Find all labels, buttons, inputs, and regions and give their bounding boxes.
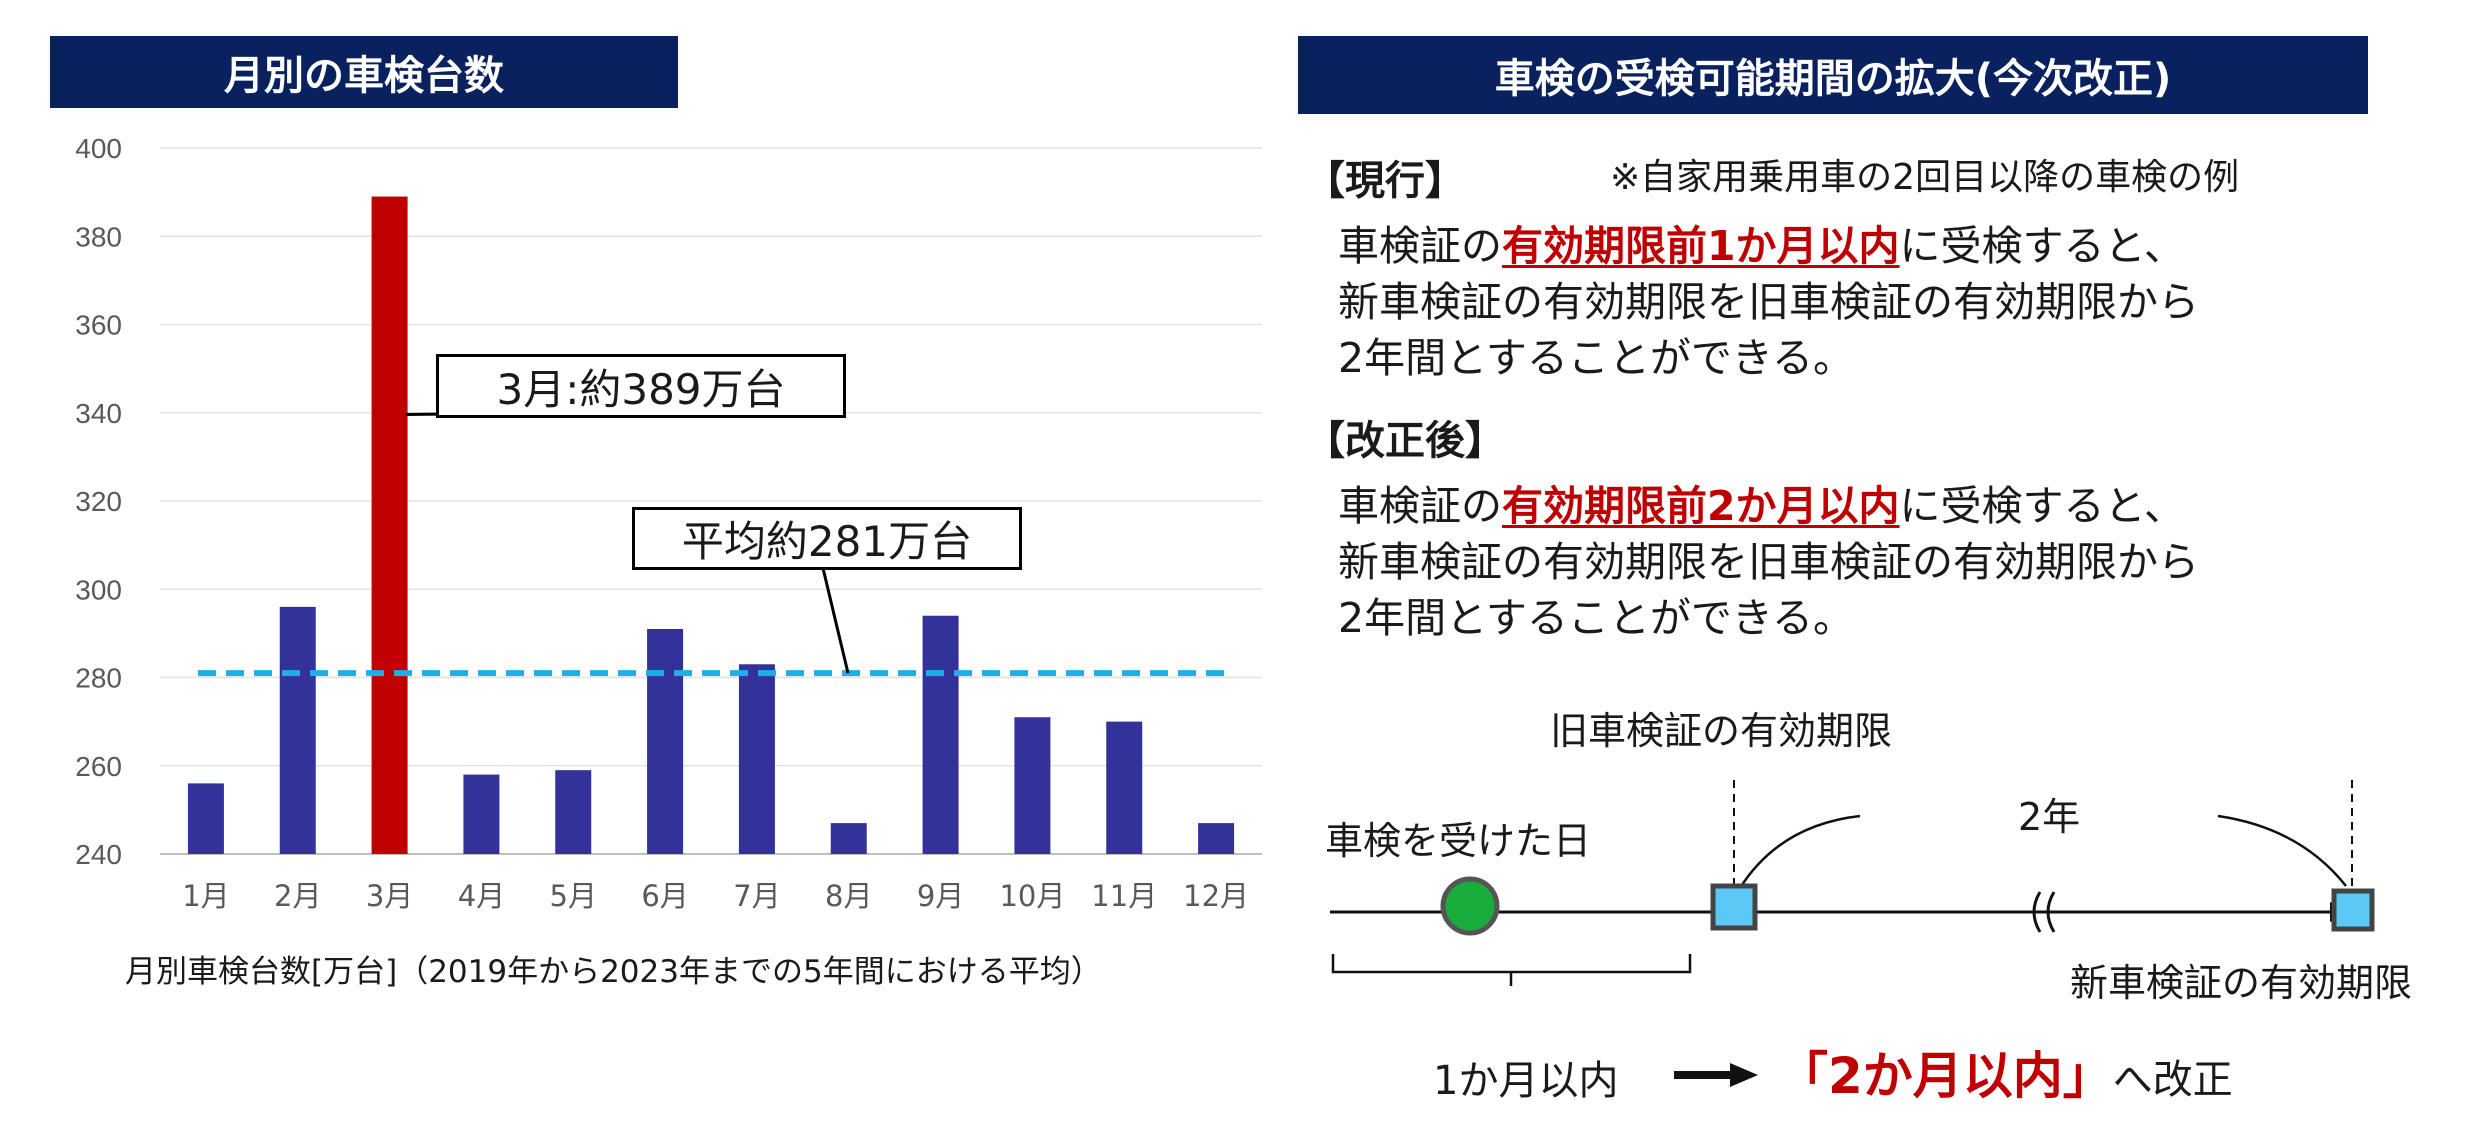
bar-2	[279, 606, 316, 854]
right-arrow-icon	[1674, 1063, 1758, 1087]
x-tick-label: 7月	[733, 879, 780, 913]
average-callout-leader	[820, 563, 850, 674]
chart-title: 月別の車検台数	[224, 53, 504, 99]
y-tick-label: 240	[75, 839, 122, 870]
revised-line-1: 車検証の有効期限前2か月以内に受検すると、	[1338, 472, 2185, 532]
two-year-arc-right	[2217, 814, 2347, 887]
revised-line-1-pre: 車検証の	[1338, 482, 1502, 530]
x-tick-label: 10月	[999, 879, 1065, 913]
current-line-1-post: に受検すると、	[1899, 222, 2185, 270]
two-year-arc-left	[1738, 814, 1861, 889]
x-tick-label: 8月	[825, 879, 872, 913]
x-tick-label: 3月	[366, 879, 413, 913]
bar-1	[187, 783, 224, 854]
y-tick-label: 260	[75, 751, 122, 782]
current-line-1-highlight: 有効期限前1か月以内	[1502, 222, 1900, 270]
x-tick-label: 9月	[917, 879, 964, 913]
x-tick-label: 4月	[458, 879, 505, 913]
bar-chart: 1月 2月 3月 4月 5月 6月 7月 8月 9月 10月 11月 12月 240 260 280 300…	[75, 133, 1262, 913]
example-note: ※自家用乗用車の2回目以降の車検の例	[1610, 157, 2240, 198]
bottom-suffix: へ改正	[2112, 1057, 2233, 1103]
revised-line-3: 2年間とすることができる。	[1338, 594, 1855, 642]
current-label: 【現行】	[1305, 158, 1465, 204]
current-line-1: 車検証の有効期限前1か月以内に受検すると、	[1338, 212, 2185, 272]
y-tick-label: 300	[75, 574, 122, 605]
bar-3	[371, 196, 408, 855]
new-expiry-label: 新車検証の有効期限	[2070, 961, 2413, 1005]
bottom-revision: 「2か月以内」へ改正	[1778, 1036, 2233, 1108]
average-callout: 平均約281万台	[632, 507, 1022, 570]
current-line-1-pre: 車検証の	[1338, 222, 1502, 270]
average-callout-text: 平均約281万台	[681, 517, 973, 566]
new-expiry-marker	[2331, 888, 2375, 932]
bar-4	[463, 774, 500, 854]
revised-label: 【改正後】	[1305, 418, 1505, 464]
y-tick-label: 400	[75, 133, 122, 164]
bar-5	[555, 770, 592, 854]
chart-caption: 月別車検台数[万台]（2019年から2023年までの5年間における平均）	[125, 954, 1102, 990]
old-expiry-marker	[1710, 883, 1758, 931]
inspection-day-marker	[1440, 876, 1500, 936]
bottom-new-period: 「2か月以内」	[1778, 1047, 2113, 1105]
chart-title-banner: 月別の車検台数	[50, 36, 678, 108]
bar-7	[738, 664, 775, 854]
current-line-3: 2年間とすることができる。	[1338, 334, 1855, 382]
current-line-2: 新車検証の有効期限を旧車検証の有効期限から	[1338, 278, 2199, 326]
revised-line-1-highlight: 有効期限前2か月以内	[1502, 482, 1900, 530]
y-tick-label: 280	[75, 663, 122, 694]
bar-6	[647, 628, 684, 854]
x-tick-label: 11月	[1091, 879, 1157, 913]
revised-line-2: 新車検証の有効期限を旧車検証の有効期限から	[1338, 538, 2199, 586]
period-bracket	[1331, 954, 1692, 974]
right-title: 車検の受検可能期間の拡大(今次改正)	[1494, 56, 2172, 102]
y-tick-label: 380	[75, 221, 122, 252]
x-tick-label: 12月	[1183, 879, 1249, 913]
old-expiry-label: 旧車検証の有効期限	[1550, 709, 1893, 753]
bar-9	[922, 615, 959, 854]
x-tick-label: 6月	[641, 879, 688, 913]
y-tick-label: 360	[75, 310, 122, 341]
break-mark-icon	[2032, 891, 2042, 933]
bar-11	[1106, 721, 1143, 854]
bar-8	[830, 823, 867, 854]
bar-10	[1014, 717, 1051, 854]
inspection-day-label: 車検を受けた日	[1325, 819, 1592, 863]
x-tick-label: 2月	[274, 879, 321, 913]
two-year-label: 2年	[2018, 795, 2081, 839]
right-title-banner: 車検の受検可能期間の拡大(今次改正)	[1298, 36, 2368, 114]
y-tick-label: 340	[75, 398, 122, 429]
y-tick-label: 320	[75, 486, 122, 517]
march-callout-text: 3月:約389万台	[496, 364, 786, 414]
x-tick-label: 5月	[550, 879, 597, 913]
bottom-old-period: 1か月以内	[1433, 1058, 1619, 1104]
bar-12	[1198, 823, 1235, 854]
revised-line-1-post: に受検すると、	[1899, 482, 2185, 530]
x-tick-label: 1月	[182, 879, 229, 913]
march-callout: 3月:約389万台	[436, 354, 846, 418]
timeline-diagram	[1330, 780, 2375, 986]
